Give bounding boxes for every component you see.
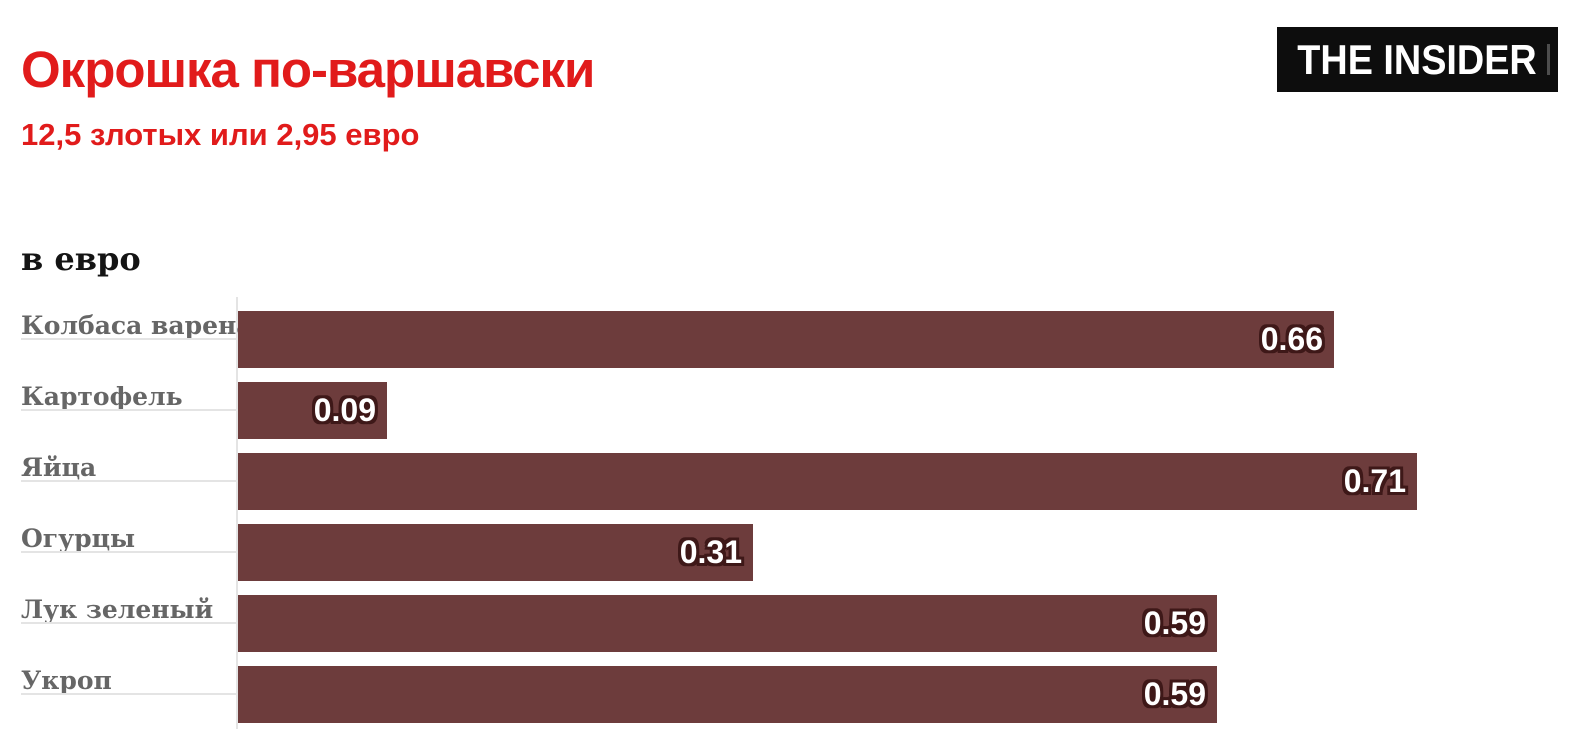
bar-value-label: 0.31	[679, 534, 742, 570]
bar-area: 0.59	[238, 666, 1588, 723]
logo-wordmark: THE INSIDER	[1297, 35, 1538, 83]
category-label-cell: Яйца	[0, 453, 238, 510]
bar: 0.31	[238, 524, 753, 581]
bar-value-label: 0.59	[1143, 676, 1206, 712]
chart-row: Яйца 0.71	[0, 453, 1588, 510]
category-label: Яйца	[21, 453, 97, 482]
chart-row: Укроп 0.59	[0, 666, 1588, 723]
page-subtitle: 12,5 злотых или 2,95 евро	[21, 117, 420, 152]
bar: 0.66	[238, 311, 1334, 368]
bar-area: 0.66	[238, 311, 1588, 368]
bar-area: 0.09	[238, 382, 1588, 439]
page-title: Окрошка по-варшавски	[21, 41, 595, 98]
category-label: Огурцы	[21, 524, 136, 553]
bar-value-label: 0.59	[1143, 605, 1206, 641]
category-label-cell: Колбаса вареная	[0, 311, 271, 368]
bar-area: 0.59	[238, 595, 1588, 652]
category-label-cell: Лук зеленый	[0, 595, 238, 652]
bar-value-label: 0.66	[1260, 321, 1323, 357]
category-label: Картофель	[21, 382, 183, 411]
chart-row: Картофель 0.09	[0, 382, 1588, 439]
logo-cursor-bar-icon	[1547, 44, 1550, 75]
bar-value-label: 0.71	[1343, 463, 1406, 499]
bar-area: 0.31	[238, 524, 1588, 581]
bar: 0.71	[238, 453, 1417, 510]
category-label-cell: Укроп	[0, 666, 238, 723]
bar: 0.09	[238, 382, 387, 439]
bar-chart: Колбаса вареная 0.66 Картофель 0.09 Яйца	[0, 297, 1588, 737]
category-label: Колбаса вареная	[21, 311, 271, 340]
bar: 0.59	[238, 666, 1217, 723]
bar-value-label: 0.09	[313, 392, 376, 428]
chart-rows: Колбаса вареная 0.66 Картофель 0.09 Яйца	[0, 311, 1588, 723]
category-label: Лук зеленый	[21, 595, 214, 624]
category-label-cell: Огурцы	[0, 524, 238, 581]
chart-row: Лук зеленый 0.59	[0, 595, 1588, 652]
the-insider-logo: THE INSIDER	[1277, 27, 1558, 92]
category-label-cell: Картофель	[0, 382, 238, 439]
category-label: Укроп	[21, 666, 112, 695]
bar-area: 0.71	[238, 453, 1588, 510]
chart-row: Колбаса вареная 0.66	[0, 311, 1588, 368]
chart-row: Огурцы 0.31	[0, 524, 1588, 581]
bar: 0.59	[238, 595, 1217, 652]
y-axis-line	[236, 297, 238, 729]
units-label: в евро	[21, 240, 141, 278]
